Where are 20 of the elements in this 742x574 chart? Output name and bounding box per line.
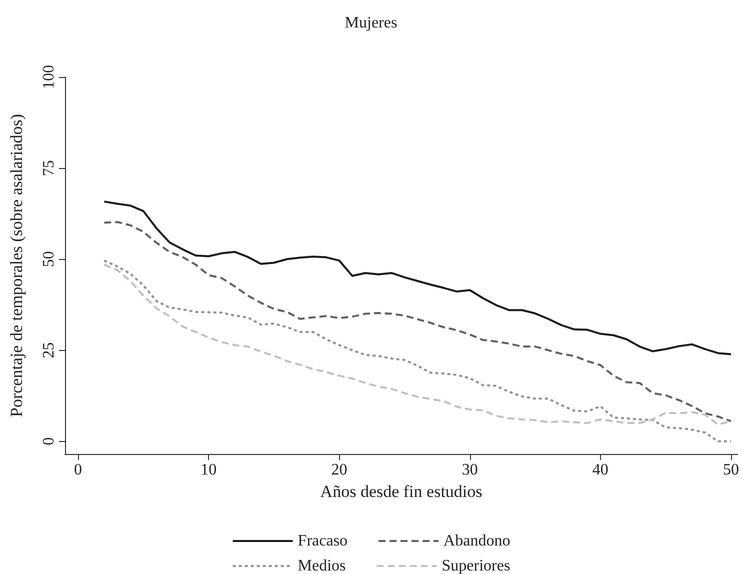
x-tick-label: 0 bbox=[74, 462, 82, 478]
chart-title: Mujeres bbox=[344, 14, 398, 32]
y-tick-label: 100 bbox=[40, 65, 58, 89]
x-tick-label: 40 bbox=[592, 462, 608, 478]
legend-label: Abandono bbox=[444, 532, 510, 550]
y-tick-label: 75 bbox=[40, 160, 58, 176]
legend-label: Superiores bbox=[442, 558, 510, 574]
y-tick-label: 50 bbox=[40, 251, 58, 268]
line-series bbox=[103, 220, 732, 422]
x-tick-label: 30 bbox=[462, 462, 478, 478]
x-tick-label: 20 bbox=[331, 462, 348, 478]
x-tick-label: 50 bbox=[723, 462, 740, 478]
line-series bbox=[103, 200, 732, 356]
x-tick-label: 10 bbox=[200, 462, 217, 478]
y-axis-title: Porcentaje de temporales (sobre asalariados) bbox=[7, 114, 26, 418]
x-axis-title: Años desde fin estudios bbox=[320, 482, 482, 501]
y-tick-label: 25 bbox=[40, 342, 58, 358]
legend-label: Fracaso bbox=[298, 532, 348, 550]
legend-label: Medios bbox=[298, 558, 346, 574]
y-tick-label: 0 bbox=[40, 437, 58, 446]
